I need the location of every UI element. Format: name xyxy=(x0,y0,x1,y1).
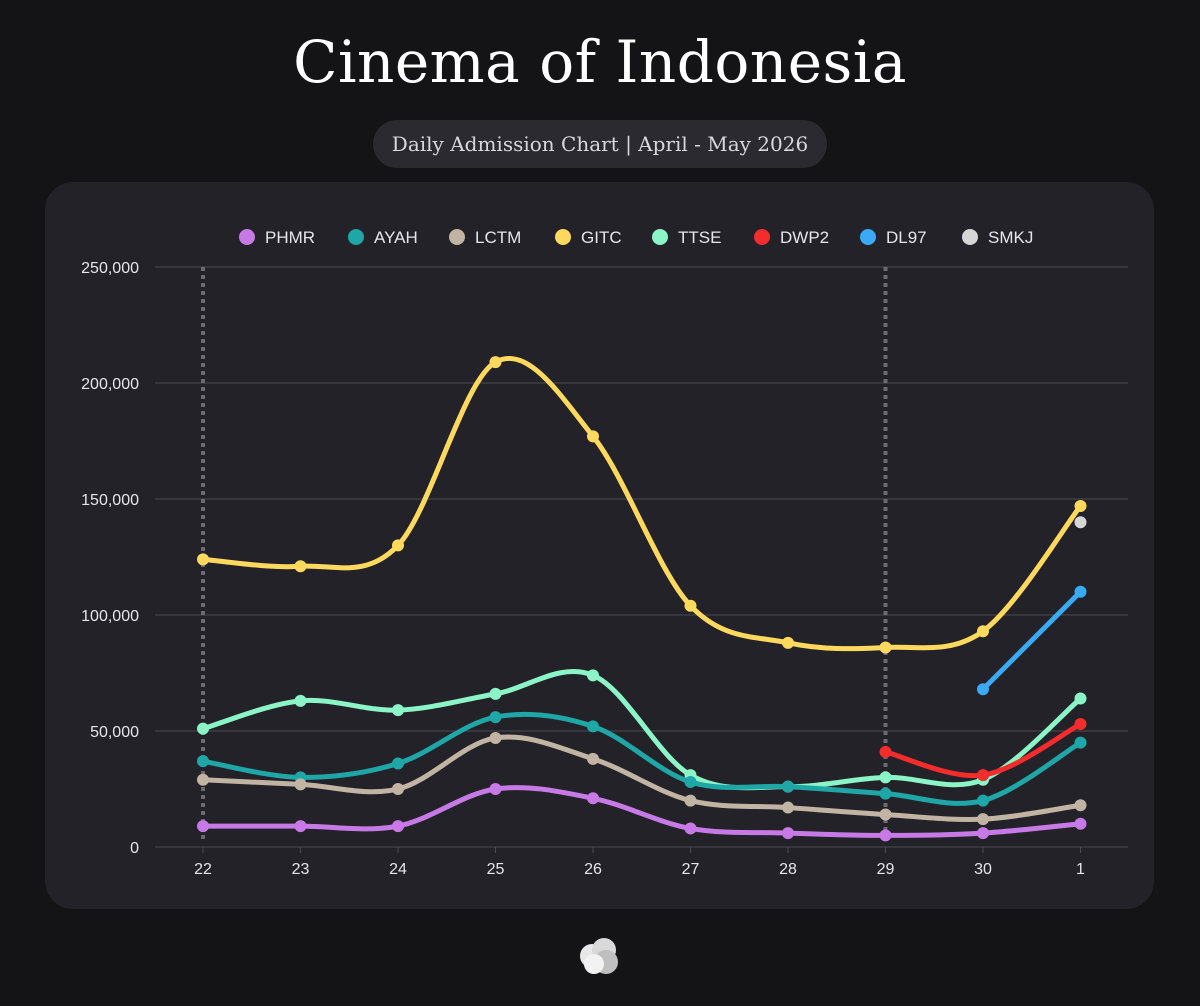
data-point-dwp2 xyxy=(879,745,892,758)
data-point-ayah xyxy=(392,757,404,770)
x-tick-label: 1 xyxy=(1076,861,1085,878)
data-point-ttse xyxy=(489,687,502,700)
legend-label-dwp2: DWP2 xyxy=(780,228,829,247)
legend-label-dl97: DL97 xyxy=(886,228,927,247)
data-point-dwp2 xyxy=(977,769,989,782)
series-line-phmr xyxy=(200,785,1083,838)
data-point-ttse xyxy=(587,669,599,682)
data-point-gitc xyxy=(977,625,989,638)
y-tick-label: 250,000 xyxy=(81,260,139,277)
data-point-ttse xyxy=(1074,692,1087,705)
data-point-phmr xyxy=(879,829,892,842)
legend-label-smkj: SMKJ xyxy=(988,228,1033,247)
legend-swatch-ayah xyxy=(348,229,364,245)
data-point-ttse xyxy=(197,722,209,735)
data-point-ayah xyxy=(489,711,502,724)
data-point-gitc xyxy=(684,599,697,612)
data-point-ttse xyxy=(392,704,404,717)
legend-label-phmr: PHMR xyxy=(265,228,315,247)
y-tick-label: 50,000 xyxy=(90,724,139,741)
y-tick-label: 0 xyxy=(130,840,139,857)
legend-swatch-gitc xyxy=(555,229,571,245)
data-point-gitc xyxy=(392,539,404,552)
data-point-lctm xyxy=(782,801,794,814)
cloud-logo-icon xyxy=(580,938,618,974)
data-point-dl97 xyxy=(977,683,989,696)
data-point-lctm xyxy=(197,773,209,786)
data-point-ttse xyxy=(879,771,892,784)
x-tick-label: 30 xyxy=(974,861,992,878)
data-point-lctm xyxy=(489,731,502,744)
data-point-gitc xyxy=(782,636,794,649)
legend-label-ayah: AYAH xyxy=(374,228,418,247)
data-point-phmr xyxy=(392,820,404,833)
legend-swatch-ttse xyxy=(652,229,668,245)
legend-swatch-dwp2 xyxy=(754,229,770,245)
legend-swatch-phmr xyxy=(239,229,255,245)
data-point-ayah xyxy=(977,794,989,807)
data-point-ayah xyxy=(684,776,697,789)
series-line-gitc xyxy=(200,355,1083,652)
data-point-gitc xyxy=(294,560,307,573)
data-point-ayah xyxy=(587,720,599,733)
x-tick-label: 24 xyxy=(389,861,407,878)
data-point-ayah xyxy=(1074,736,1087,749)
data-point-gitc xyxy=(1074,499,1087,512)
data-point-gitc xyxy=(197,553,209,566)
legend-label-ttse: TTSE xyxy=(678,228,721,247)
data-point-phmr xyxy=(197,820,209,833)
data-point-ayah xyxy=(879,787,892,800)
series-line-dwp2 xyxy=(883,721,1083,779)
data-point-lctm xyxy=(684,794,697,807)
data-point-ayah xyxy=(197,755,209,768)
y-tick-label: 100,000 xyxy=(81,608,139,625)
data-point-phmr xyxy=(782,827,794,840)
x-tick-label: 29 xyxy=(877,861,895,878)
series-line-ayah xyxy=(200,711,1083,806)
data-point-gitc xyxy=(879,641,892,654)
x-tick-label: 26 xyxy=(584,861,602,878)
data-point-dwp2 xyxy=(1074,718,1087,731)
data-point-gitc xyxy=(587,430,599,443)
series-line-lctm xyxy=(200,734,1083,822)
series-line-dl97 xyxy=(980,589,1083,692)
data-point-phmr xyxy=(684,822,697,835)
data-point-lctm xyxy=(392,783,404,795)
data-point-dl97 xyxy=(1074,585,1087,598)
data-point-ayah xyxy=(782,780,794,793)
line-chart: 0 50,000 100,000 150,000 200,000 250,000 22 23 2… xyxy=(81,228,1128,878)
x-tick-label: 27 xyxy=(682,861,700,878)
x-tick-label: 25 xyxy=(487,861,505,878)
x-tick-label: 28 xyxy=(779,861,797,878)
data-point-lctm xyxy=(977,813,989,826)
data-point-phmr xyxy=(1074,817,1087,830)
legend-swatch-dl97 xyxy=(860,229,876,245)
data-point-phmr xyxy=(294,820,307,833)
data-point-lctm xyxy=(294,778,307,791)
data-point-gitc xyxy=(489,356,502,369)
data-point-phmr xyxy=(587,792,599,805)
x-tick-label: 23 xyxy=(292,861,310,878)
x-tick-label: 22 xyxy=(194,861,212,878)
legend-label-gitc: GITC xyxy=(581,228,622,247)
data-point-lctm xyxy=(879,808,892,821)
series-line-ttse xyxy=(200,669,1083,791)
subtitle: Daily Admission Chart | April - May 2026 xyxy=(391,132,809,156)
page-title: Cinema of Indonesia xyxy=(293,28,907,96)
legend-label-lctm: LCTM xyxy=(475,228,521,247)
data-point-ttse xyxy=(294,694,307,707)
data-point-smkj xyxy=(1074,516,1087,529)
legend-swatch-lctm xyxy=(449,229,465,245)
subtitle-pill: Daily Admission Chart | April - May 2026 xyxy=(373,120,827,168)
data-point-phmr xyxy=(489,783,502,795)
chart-card: 0 50,000 100,000 150,000 200,000 250,000 22 23 2… xyxy=(45,182,1154,909)
data-point-phmr xyxy=(977,827,989,840)
legend-swatch-smkj xyxy=(962,229,978,245)
y-tick-label: 200,000 xyxy=(81,376,139,393)
data-point-lctm xyxy=(1074,799,1087,812)
data-point-lctm xyxy=(587,752,599,765)
y-tick-label: 150,000 xyxy=(81,492,139,509)
